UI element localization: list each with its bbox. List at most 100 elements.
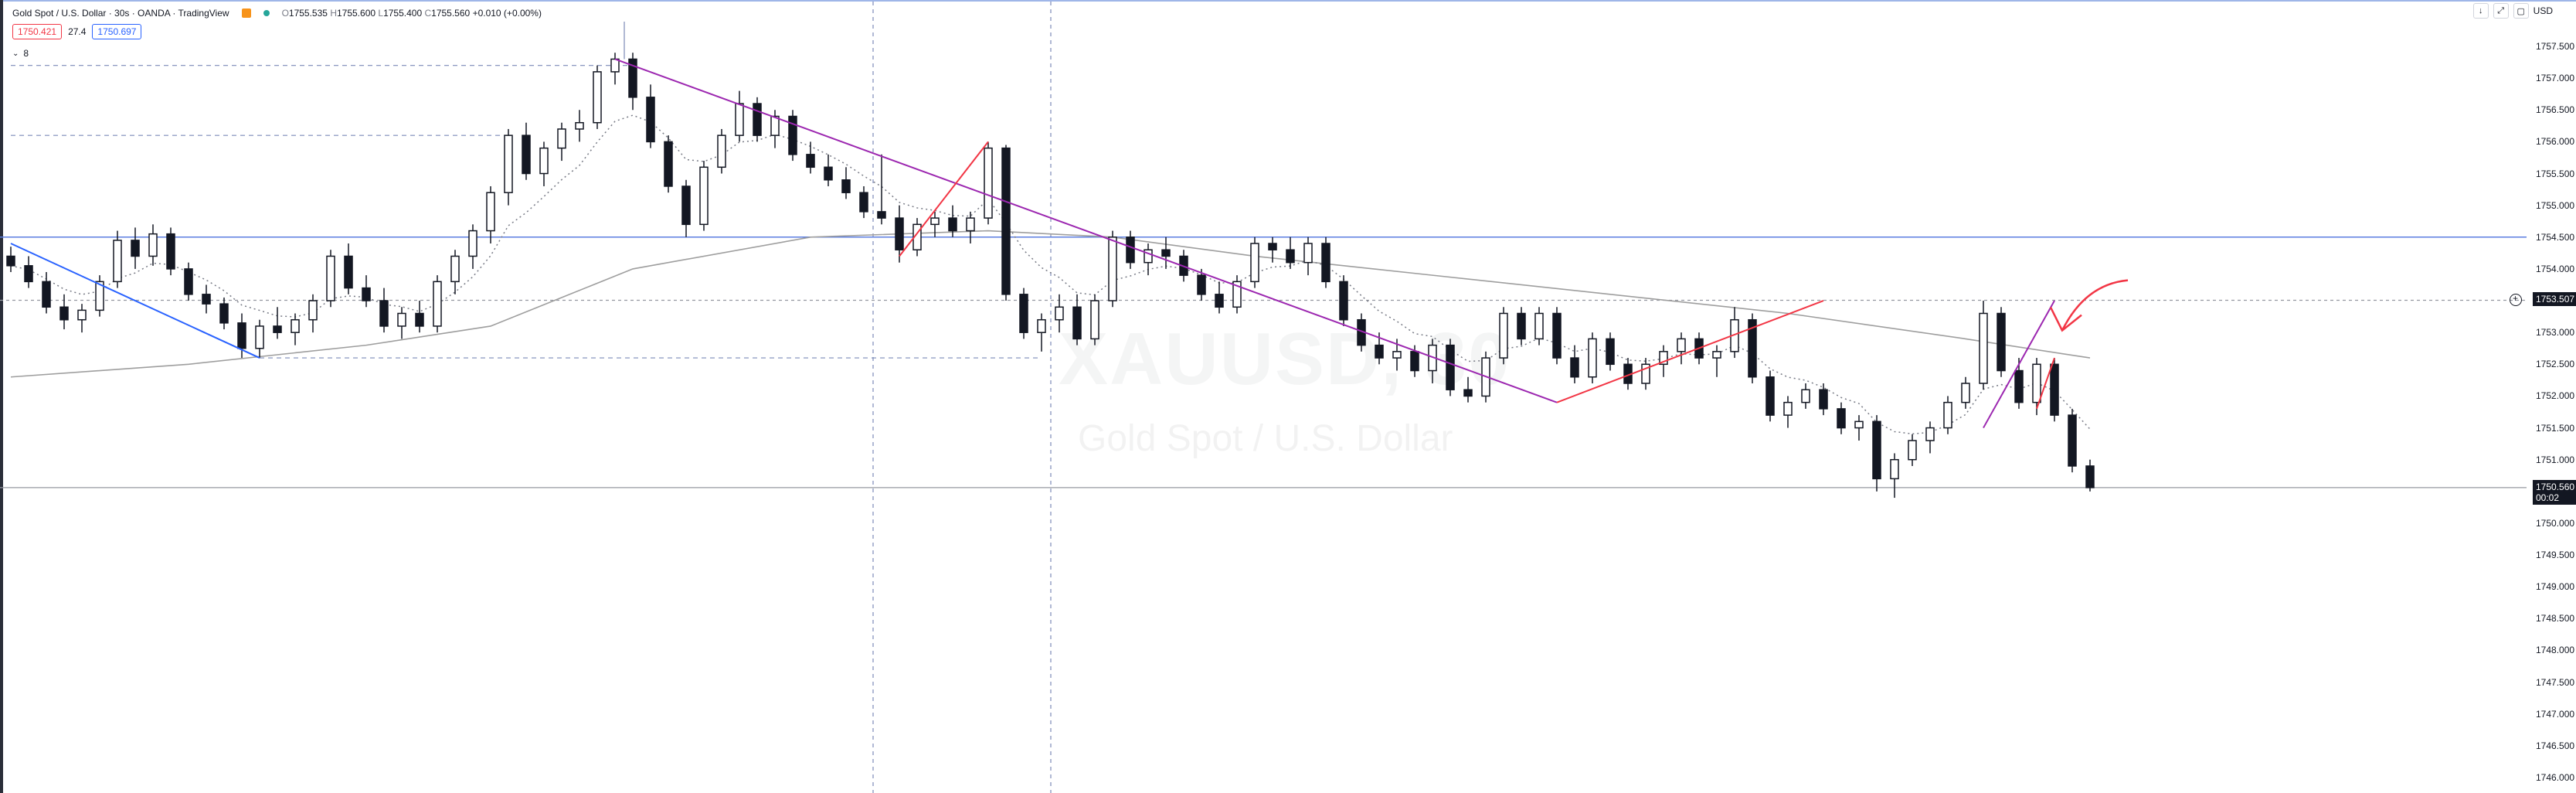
sell-button[interactable]: 1750.421 — [12, 24, 63, 39]
candle-body — [1890, 458, 1899, 480]
price-tick-label: 1751.500 — [2536, 422, 2575, 434]
expand-icon[interactable]: ⤢ — [2493, 3, 2509, 19]
price-tick-label: 1757.500 — [2536, 41, 2575, 52]
arrow-down-icon[interactable]: ↓ — [2472, 3, 2489, 19]
last-price-label: 1750.560 00:02 — [2533, 479, 2576, 505]
candle-body — [1126, 237, 1135, 264]
candle-body — [1250, 243, 1259, 283]
candle-body — [1339, 281, 1348, 321]
candle-body — [1908, 440, 1917, 461]
candle-body — [628, 58, 637, 98]
ohlc-values: O1755.535 H1755.600 L1755.400 C1755.560 … — [282, 8, 542, 19]
candle-body — [1215, 294, 1224, 308]
price-tick-label: 1749.500 — [2536, 550, 2575, 561]
candle-body — [131, 240, 140, 257]
symbol-legend: Gold Spot / U.S. Dollar · 30s · OANDA · … — [12, 3, 542, 23]
chevron-down-icon: ⌄ — [12, 49, 19, 58]
close-value: 1755.560 — [431, 8, 471, 19]
currency-selector[interactable]: USD — [2533, 5, 2553, 16]
price-tick-label: 1747.500 — [2536, 676, 2575, 688]
symbol-title[interactable]: Gold Spot / U.S. Dollar · 30s · OANDA · … — [12, 8, 229, 19]
change-value: +0.010 (+0.00%) — [472, 8, 542, 19]
open-label: O — [281, 8, 289, 19]
candle-body — [557, 128, 566, 149]
candle-body — [77, 309, 87, 321]
price-tick-label: 1751.000 — [2536, 454, 2575, 465]
candle-body — [966, 217, 975, 232]
arrow-annotation-icon — [2061, 279, 2129, 332]
maximize-icon[interactable]: ▢ — [2513, 3, 2529, 19]
price-tick-label: 1749.000 — [2536, 581, 2575, 593]
candle-body — [255, 325, 264, 349]
trend-line-blue — [10, 243, 260, 359]
candle-body — [113, 240, 122, 283]
candle-body — [1979, 312, 1988, 384]
candle-body — [2050, 363, 2059, 416]
candle-body — [1517, 312, 1526, 340]
candle-body — [450, 255, 460, 283]
candle-body — [166, 233, 175, 270]
candle-body — [1161, 249, 1171, 257]
candle-body — [1783, 401, 1793, 416]
candle-body — [1925, 427, 1935, 441]
candle-body — [379, 300, 389, 327]
candle-body — [1321, 243, 1330, 283]
candle-body — [397, 312, 406, 327]
candle-body — [486, 192, 495, 232]
candle-body — [895, 217, 904, 250]
top-border — [0, 0, 2576, 2]
candle-body — [575, 121, 584, 130]
candle-body — [788, 115, 797, 155]
add-alert-icon[interactable] — [2510, 293, 2522, 307]
price-tick-label: 1750.000 — [2536, 517, 2575, 529]
candle-body — [308, 300, 318, 321]
trend-line-purple — [1983, 300, 2055, 429]
candle-body — [59, 306, 69, 321]
sma-layer — [10, 114, 2091, 435]
candle-body — [610, 58, 620, 73]
low-label: L — [378, 8, 384, 19]
candle-body — [219, 303, 229, 324]
candle-body — [237, 322, 246, 349]
candle-body — [717, 134, 726, 168]
price-scale[interactable]: 1757.500 1757.000 1756.500 1756.000 1755.500… — [2527, 0, 2576, 793]
candle-body — [1232, 281, 1242, 308]
crosshair-price-label: 1753.507 — [2533, 292, 2576, 307]
candle-body — [1534, 312, 1544, 340]
candle-body — [1055, 306, 1064, 321]
price-tick-label: 1754.500 — [2536, 231, 2575, 243]
candle-body — [415, 312, 424, 327]
candle-body — [984, 147, 993, 219]
price-tick-label: 1748.500 — [2536, 613, 2575, 625]
candle-body — [753, 103, 762, 136]
buy-button[interactable]: 1750.697 — [92, 24, 142, 39]
top-right-controls: ↓ ⤢ ▢ USD — [2472, 3, 2553, 19]
price-tick-label: 1748.000 — [2536, 645, 2575, 656]
price-tick-label: 1746.500 — [2536, 740, 2575, 751]
close-label: C — [424, 8, 432, 19]
indicators-toggle[interactable]: ⌄ 8 — [12, 48, 29, 59]
candle-body — [1037, 318, 1046, 333]
candle-body — [1499, 312, 1508, 359]
candle-body — [1144, 249, 1153, 264]
high-label: H — [330, 8, 337, 19]
price-tick-label: 1752.500 — [2536, 359, 2575, 370]
candle-body — [770, 115, 780, 136]
indicator-count: 8 — [23, 48, 29, 59]
candle-body — [6, 255, 15, 267]
candle-body — [1588, 338, 1597, 378]
price-tick-label: 1753.000 — [2536, 327, 2575, 339]
candle-body — [1837, 408, 1846, 429]
candle-body — [433, 281, 442, 327]
last-price-value: 1750.560 — [2536, 481, 2575, 492]
candle-body — [1748, 318, 1757, 378]
price-tick-label: 1756.000 — [2536, 136, 2575, 148]
trend-line-red — [1556, 300, 1824, 403]
price-tick-label: 1757.000 — [2536, 73, 2575, 84]
candle-body — [42, 281, 51, 308]
candle-body — [806, 154, 815, 168]
candles-layer — [6, 53, 2095, 499]
candle-body — [504, 134, 513, 193]
